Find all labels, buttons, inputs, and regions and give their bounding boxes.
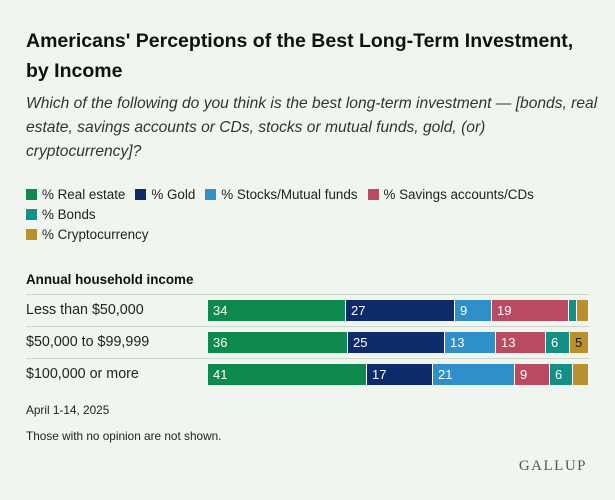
- legend-label-real-estate: % Real estate: [42, 186, 126, 202]
- legend-item-savings: % Savings accounts/CDs: [367, 186, 534, 202]
- bar-segment-savings-2: 9: [515, 364, 550, 385]
- legend-row-2: % Bonds: [26, 204, 606, 224]
- footnote-date: April 1-14, 2025: [26, 403, 110, 417]
- legend-item-bonds: % Bonds: [26, 207, 96, 222]
- bar-row-0: Less than $50,000 34 27 9 19: [26, 294, 589, 326]
- data-label-savings-0: 19: [497, 303, 512, 318]
- footnote-note: Those with no opinion are not shown.: [26, 429, 222, 443]
- bar-segment-real-estate-2: 41: [208, 364, 367, 385]
- group-label: Annual household income: [26, 272, 194, 287]
- bar-segment-stocks-2: 21: [433, 364, 515, 385]
- data-label-gold-1: 25: [353, 335, 368, 350]
- bar-track-0: 34 27 9 19: [208, 300, 589, 321]
- legend-label-crypto: % Cryptocurrency: [42, 226, 149, 242]
- bar-segment-savings-1: 13: [496, 332, 546, 353]
- legend-swatch-crypto: [26, 228, 37, 240]
- data-label-gold-0: 27: [351, 303, 366, 318]
- legend: % Real estate % Gold % Stocks/Mutual fun…: [26, 184, 606, 244]
- data-label-crypto-1: 5: [575, 335, 583, 350]
- data-label-real-estate-0: 34: [213, 303, 228, 318]
- legend-item-crypto: % Cryptocurrency: [26, 227, 148, 242]
- bar-segment-crypto-2: [573, 364, 589, 385]
- data-label-savings-2: 9: [520, 367, 528, 382]
- bar-segment-stocks-1: 13: [445, 332, 496, 353]
- bar-segment-real-estate-0: 34: [208, 300, 346, 321]
- data-label-bonds-2: 6: [555, 367, 563, 382]
- data-label-gold-2: 17: [372, 367, 387, 382]
- bar-segment-savings-0: 19: [492, 300, 569, 321]
- legend-item-stocks: % Stocks/Mutual funds: [205, 186, 358, 202]
- bar-track-2: 41 17 21 9 6: [208, 364, 589, 385]
- legend-label-bonds: % Bonds: [42, 206, 96, 222]
- data-label-stocks-0: 9: [460, 303, 468, 318]
- data-label-stocks-1: 13: [450, 335, 465, 350]
- data-label-real-estate-2: 41: [213, 367, 228, 382]
- legend-row-1: % Real estate % Gold % Stocks/Mutual fun…: [26, 184, 606, 204]
- legend-label-gold: % Gold: [151, 186, 196, 202]
- bar-row-2: $100,000 or more 41 17 21 9 6: [26, 358, 589, 390]
- bar-track-1: 36 25 13 13 6 5: [208, 332, 589, 353]
- legend-item-real-estate: % Real estate: [26, 187, 125, 202]
- data-label-bonds-1: 6: [551, 335, 559, 350]
- bar-segment-stocks-0: 9: [455, 300, 492, 321]
- legend-label-savings: % Savings accounts/CDs: [383, 186, 534, 202]
- legend-swatch-real-estate: [26, 188, 37, 200]
- bar-segment-bonds-2: 6: [550, 364, 573, 385]
- bar-segment-bonds-0: [569, 300, 577, 321]
- chart-title: Americans' Perceptions of the Best Long-…: [26, 30, 574, 82]
- legend-item-gold: % Gold: [135, 187, 195, 202]
- bar-row-1: $50,000 to $99,999 36 25 13 13 6 5: [26, 326, 589, 358]
- legend-row-3: % Cryptocurrency: [26, 224, 606, 244]
- chart-subtitle: Which of the following do you think is t…: [26, 95, 598, 160]
- bar-segment-gold-0: 27: [346, 300, 455, 321]
- bar-segment-gold-2: 17: [367, 364, 433, 385]
- category-label-1: $50,000 to $99,999: [26, 334, 150, 350]
- gallup-logo: GALLUP: [518, 458, 587, 474]
- data-label-savings-1: 13: [501, 335, 516, 350]
- bar-segment-real-estate-1: 36: [208, 332, 348, 353]
- data-label-real-estate-1: 36: [213, 335, 228, 350]
- bar-segment-crypto-1: 5: [570, 332, 589, 353]
- legend-swatch-savings: [367, 188, 379, 200]
- category-label-2: $100,000 or more: [26, 366, 139, 382]
- bar-segment-gold-1: 25: [348, 332, 445, 353]
- legend-swatch-stocks: [205, 188, 217, 200]
- data-label-stocks-2: 21: [438, 367, 453, 382]
- legend-swatch-gold: [135, 188, 147, 200]
- bar-segment-bonds-1: 6: [546, 332, 570, 353]
- legend-label-stocks: % Stocks/Mutual funds: [221, 186, 358, 202]
- bar-rows: Less than $50,000 34 27 9 19 $50,000 to $99…: [26, 294, 589, 390]
- legend-swatch-bonds: [26, 208, 37, 220]
- category-label-0: Less than $50,000: [26, 302, 144, 318]
- bar-segment-crypto-0: [577, 300, 589, 321]
